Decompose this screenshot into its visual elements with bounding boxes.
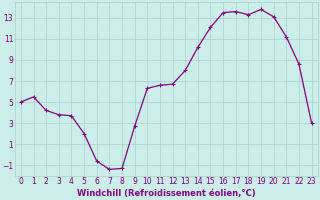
X-axis label: Windchill (Refroidissement éolien,°C): Windchill (Refroidissement éolien,°C): [77, 189, 256, 198]
